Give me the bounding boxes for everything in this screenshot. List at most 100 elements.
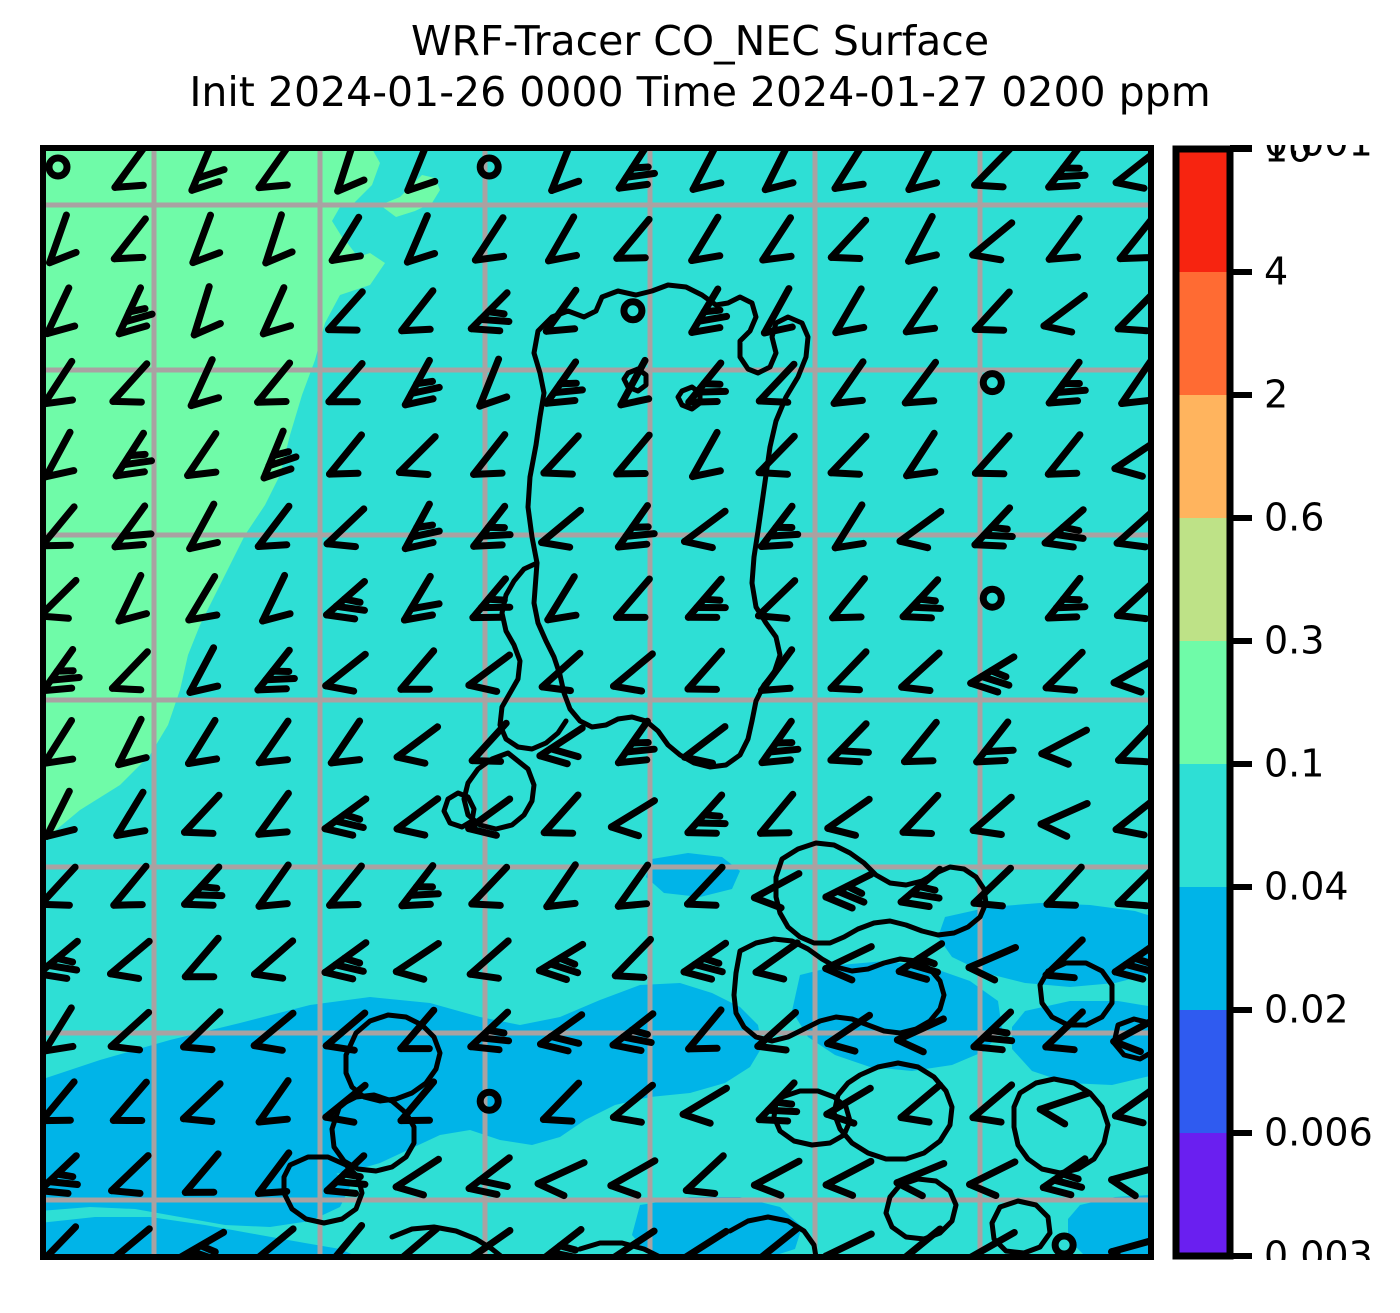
wind-barb-full-flag — [765, 530, 802, 540]
coastline-west-inlet — [497, 560, 569, 752]
wind-barb-full-flag — [108, 1187, 144, 1197]
wind-barb-full-flag — [681, 538, 716, 552]
wind-barb-full-flag — [969, 826, 1005, 838]
wind-barb-shaft — [760, 285, 793, 337]
wind-barb-half-flag — [628, 163, 652, 172]
wind-barb-full-flag — [255, 828, 291, 838]
wind-barb-shaft — [393, 723, 442, 761]
wind-barb-shaft — [973, 718, 1012, 766]
coastline-mainland-sw-3 — [281, 1154, 365, 1226]
wind-barb-shaft — [326, 862, 365, 909]
wind-barb-half-flag — [1059, 523, 1083, 534]
coastline-east-coast-lower — [1011, 1076, 1111, 1176]
wind-barb-full-flag — [254, 541, 291, 550]
wind-barb-full-flag — [979, 1034, 1016, 1045]
wind-barb-full-flag — [185, 611, 221, 624]
colorbar-frame — [1172, 145, 1234, 1260]
colorbar-tick-labels: 10 4 2 0.6 0.3 0.1 0.04 0.02 0.006 0.003 0.001 — [1264, 145, 1373, 1260]
wind-barb-full-flag — [181, 900, 217, 909]
wind-barb-full-flag — [115, 754, 150, 769]
wind-barb-full-flag — [43, 396, 76, 408]
wind-barb-full-flag — [824, 1040, 859, 1055]
colorbar-band-5 — [1176, 764, 1230, 888]
wind-barb-shaft — [107, 937, 153, 978]
wind-barb-full-flag — [107, 970, 143, 982]
wind-barb-shaft — [43, 1004, 75, 1055]
wind-barb-shaft — [614, 861, 652, 910]
wind-barb-full-flag — [1039, 1184, 1075, 1199]
wind-barb-shaft — [1115, 721, 1151, 764]
wind-barb-shaft — [262, 211, 285, 267]
wind-barb-full-flag — [614, 900, 651, 910]
coastline-bottom-fragment-b — [577, 1240, 663, 1257]
wind-barb-full-flag — [970, 1043, 1006, 1054]
wind-barb-shaft — [185, 716, 219, 767]
wind-barb-full-flag — [43, 1116, 74, 1125]
wind-barb-shaft — [896, 507, 945, 545]
wind-barb-shaft — [322, 650, 369, 690]
wind-barb-shaft — [107, 1008, 153, 1050]
coastline-bottom-fragment-c — [727, 1214, 819, 1257]
chart-title: WRF-Tracer CO_NEC Surface Init 2024-01-2… — [0, 16, 1400, 118]
wind-barb-shaft — [1114, 290, 1151, 333]
colorbar-label-0.1: 0.1 — [1264, 742, 1324, 786]
wind-barb-half-flag — [1059, 1170, 1082, 1183]
wind-barb-full-flag — [476, 393, 511, 410]
wind-barb-shaft — [255, 148, 292, 192]
wind-barb-full-flag — [764, 1106, 801, 1116]
wind-barb-shaft — [681, 507, 729, 545]
wind-barb-full-flag — [43, 467, 78, 481]
wind-barb-full-flag — [407, 600, 443, 613]
wind-barb-full-flag — [475, 1177, 511, 1190]
wind-barb-full-flag — [617, 395, 653, 409]
title-line-1: WRF-Tracer CO_NEC Surface — [410, 17, 990, 65]
wind-barb-full-flag — [1110, 1037, 1144, 1056]
wind-barb-shaft — [684, 863, 726, 908]
wind-barb-shaft — [903, 429, 938, 480]
wind-barb-calm — [45, 154, 71, 180]
wind-barb-shaft — [327, 717, 364, 767]
coastline-bottom-fragment-a — [389, 1224, 505, 1257]
wind-barb-shaft — [326, 431, 365, 478]
wind-barb-shaft — [971, 148, 1014, 189]
wind-barb-full-flag — [759, 252, 795, 264]
wind-barb-calm — [476, 1088, 502, 1114]
wind-barb-shaft — [824, 795, 873, 832]
wind-barb-full-flag — [262, 675, 298, 684]
wind-barb-full-flag — [538, 539, 574, 551]
contour-band-0.006-0.02-patch-small — [646, 853, 740, 897]
wind-barb-full-flag — [907, 890, 943, 902]
wind-barb-full-flag — [688, 252, 724, 264]
wind-barb-full-flag — [688, 324, 724, 336]
wind-barb-shaft — [398, 287, 437, 335]
wind-barb-shaft — [43, 1078, 78, 1125]
wind-barb-full-flag — [973, 757, 1009, 766]
wind-barb-full-flag — [398, 900, 434, 910]
wind-barb-half-flag — [987, 1026, 1011, 1037]
wind-barb-shaft — [468, 863, 511, 908]
wind-barb-shaft — [682, 1152, 727, 1194]
colorbar-label-0.04: 0.04 — [1264, 865, 1349, 909]
wind-barb-full-flag — [766, 745, 802, 756]
wind-barb-full-flag — [761, 179, 797, 194]
wind-barb-full-flag — [113, 827, 149, 839]
wind-barb-full-flag — [902, 324, 939, 336]
wind-barb-full-flag — [607, 1182, 642, 1199]
wind-barb-full-flag — [1114, 900, 1150, 910]
wind-barb-full-flag — [539, 1115, 576, 1125]
wind-barb-shaft — [255, 1077, 292, 1126]
wind-barb-calm — [979, 585, 1005, 611]
colorbar-band-0 — [1176, 149, 1230, 273]
wind-barb-full-flag — [901, 397, 938, 407]
wind-barb-shaft — [109, 1078, 150, 1124]
wind-barb-shaft — [111, 148, 148, 191]
wind-barb-half-flag — [53, 954, 77, 966]
wind-barb-half-flag — [700, 306, 724, 316]
wind-barb-half-flag — [700, 595, 724, 604]
wind-barb-full-flag — [187, 394, 223, 410]
wind-barb-full-flag — [834, 887, 868, 906]
wind-barb-shaft — [186, 644, 218, 696]
map-plot — [40, 145, 1154, 1260]
wind-barb-half-flag — [987, 667, 1010, 681]
wind-barb-full-flag — [401, 395, 437, 409]
